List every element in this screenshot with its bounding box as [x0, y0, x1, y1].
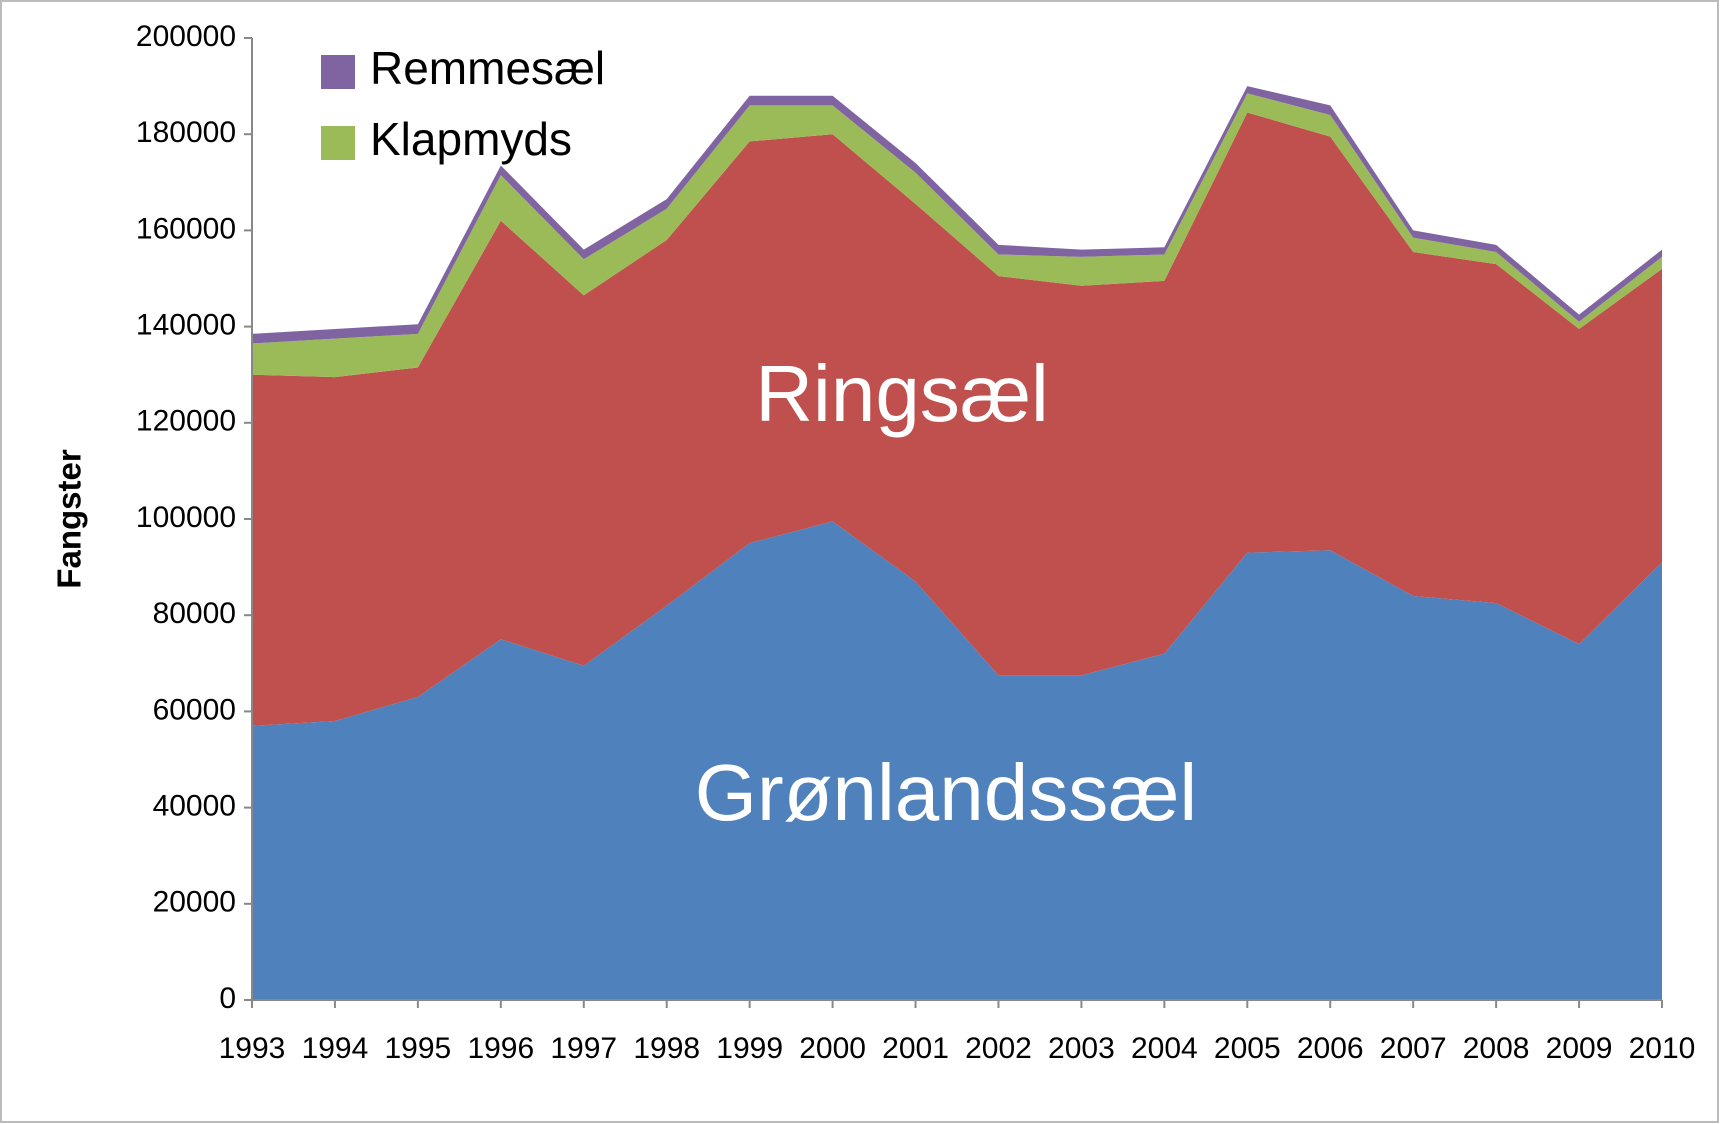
x-tick-label: 2008	[1463, 1032, 1530, 1065]
legend-swatch	[321, 126, 355, 160]
y-tick-label: 180000	[136, 116, 236, 149]
area	[252, 521, 1662, 1000]
area-label: Grønlandssæl	[695, 748, 1197, 837]
x-tick-label: 2009	[1546, 1032, 1613, 1065]
y-tick-label: 60000	[153, 693, 236, 726]
x-tick-label: 1998	[633, 1032, 700, 1065]
area	[252, 112, 1662, 726]
x-tick-label: 2007	[1380, 1032, 1447, 1065]
x-tick-label: 1995	[385, 1032, 452, 1065]
y-tick-label: 40000	[153, 790, 236, 823]
x-tick-label: 1997	[550, 1032, 617, 1065]
legend-label: Klapmyds	[370, 113, 572, 165]
x-tick-label: 2005	[1214, 1032, 1281, 1065]
x-tick-label: 1993	[219, 1032, 286, 1065]
x-tick-label: 2002	[965, 1032, 1032, 1065]
x-tick-label: 2010	[1629, 1032, 1696, 1065]
y-tick-label: 140000	[136, 309, 236, 342]
x-tick-label: 1994	[302, 1032, 369, 1065]
y-tick-label: 120000	[136, 405, 236, 438]
x-tick-label: 2003	[1048, 1032, 1115, 1065]
legend-swatch	[321, 55, 355, 89]
area-label: Ringsæl	[755, 349, 1048, 438]
y-tick-label: 20000	[153, 886, 236, 919]
y-tick-label: 0	[219, 982, 236, 1015]
x-tick-label: 1999	[716, 1032, 783, 1065]
legend-label: Remmesæl	[370, 42, 605, 94]
x-tick-label: 2006	[1297, 1032, 1364, 1065]
y-tick-label: 200000	[136, 20, 236, 53]
y-tick-label: 80000	[153, 597, 236, 630]
x-tick-label: 2001	[882, 1032, 949, 1065]
x-tick-label: 1996	[467, 1032, 534, 1065]
x-tick-label: 2000	[799, 1032, 866, 1065]
area	[252, 93, 1662, 378]
x-tick-label: 2004	[1131, 1032, 1198, 1065]
y-tick-label: 100000	[136, 501, 236, 534]
y-axis-label: Fangster	[51, 449, 88, 589]
y-tick-label: 160000	[136, 212, 236, 245]
